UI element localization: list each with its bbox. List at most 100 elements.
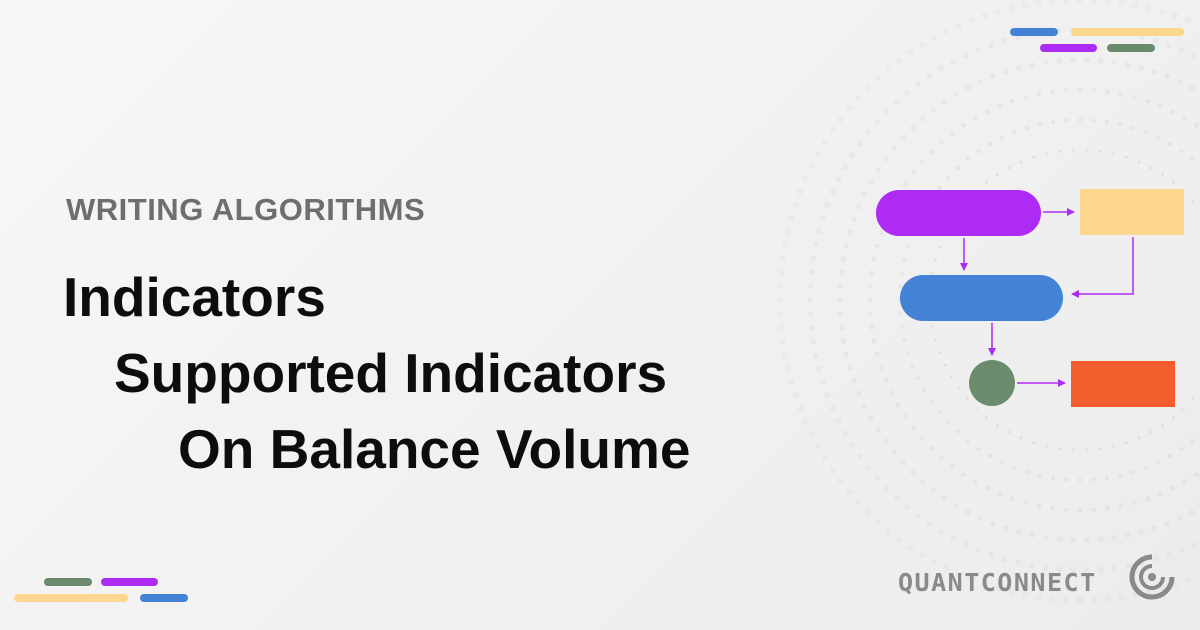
decor-dot: [1145, 588, 1152, 596]
decor-dot: [930, 487, 937, 493]
decor-dot: [1179, 446, 1184, 451]
decor-dot: [1019, 160, 1023, 164]
decor-dot: [874, 518, 882, 525]
decor-dot: [946, 175, 951, 180]
decor-dot: [938, 351, 942, 355]
decor-dot: [814, 442, 822, 450]
decor-dot: [1151, 68, 1157, 75]
decor-dot: [984, 109, 990, 115]
decor-dot: [829, 127, 836, 134]
decor-bar-blue-bottom: [140, 594, 188, 602]
decor-dot: [812, 241, 819, 248]
decor-dot: [1143, 130, 1148, 135]
decor-dot: [909, 125, 916, 131]
decor-dot: [1001, 37, 1008, 44]
decor-dot: [1176, 78, 1183, 85]
decor-dot: [1064, 477, 1069, 482]
decor-dot: [1132, 500, 1137, 506]
decor-dot: [1043, 534, 1049, 541]
decor-dot: [835, 176, 842, 183]
decor-dot: [883, 485, 890, 492]
decor-dot: [1171, 415, 1176, 419]
decor-dot: [871, 256, 877, 262]
decor-dot: [792, 392, 799, 399]
decor-dot: [1036, 91, 1042, 97]
decor-dot: [778, 269, 785, 276]
decor-dot: [1049, 0, 1056, 5]
decor-dot: [843, 351, 849, 358]
decor-dot: [1161, 173, 1165, 177]
decor-dot: [883, 378, 889, 383]
decor-dot: [883, 438, 889, 444]
decor-dot: [1028, 562, 1035, 569]
decor-dot: [988, 42, 995, 48]
decor-dot: [1138, 65, 1144, 71]
flow-node-green: [969, 360, 1015, 406]
decor-dot: [1098, 149, 1102, 153]
flow-node-blue: [900, 275, 1063, 321]
decor-dot: [1178, 547, 1185, 554]
decor-dot: [1085, 148, 1089, 152]
decor-dot: [902, 257, 907, 262]
decor-dot: [997, 491, 1002, 497]
decor-dot: [1156, 135, 1161, 140]
decor-dot: [824, 392, 831, 399]
decor-dot: [919, 159, 925, 164]
decor-dot: [907, 49, 914, 56]
decor-dot: [1194, 123, 1200, 128]
decor-dot: [843, 242, 849, 249]
decor-dot: [874, 75, 882, 82]
decor-dot: [867, 297, 873, 303]
decor-dot: [984, 181, 989, 185]
decor-dot: [911, 169, 916, 175]
decor-dot: [1118, 122, 1123, 127]
decor-dot: [1170, 109, 1176, 115]
decor-dot: [824, 201, 831, 208]
decor-dot: [900, 324, 904, 329]
decor-dot: [953, 502, 959, 509]
decor-dot: [829, 466, 836, 473]
decor-dot: [849, 152, 856, 159]
decor-dot: [1077, 507, 1083, 513]
decor-dot: [1042, 564, 1049, 571]
decor-dot: [878, 230, 884, 235]
decor-dot: [808, 430, 815, 437]
decor-dot: [977, 78, 984, 85]
decor-bar-yellow-top: [1071, 28, 1184, 36]
decor-dot: [1104, 0, 1111, 5]
decor-dot: [999, 460, 1004, 465]
decor-dot: [933, 338, 938, 342]
decor-dot: [955, 22, 962, 29]
decor-bar-blue-top: [1010, 28, 1058, 36]
decor-dot: [865, 464, 872, 471]
decor-dot: [1024, 470, 1029, 474]
decor-dot: [1035, 0, 1042, 7]
decor-dot: [846, 364, 853, 371]
decor-dot: [1037, 473, 1042, 478]
decor-dot: [972, 479, 978, 485]
decor-dot: [829, 188, 836, 195]
decor-dot: [1091, 507, 1097, 512]
decor-dot: [903, 180, 908, 186]
decor-dot: [1015, 559, 1021, 566]
decor-dot: [943, 565, 950, 572]
decor-dot: [1037, 122, 1042, 127]
decor-dot: [938, 65, 944, 72]
decor-dot: [919, 436, 925, 441]
decor-dot: [883, 156, 889, 162]
decor-dot: [1098, 447, 1102, 451]
decor-dot: [1185, 576, 1192, 583]
decor-dot: [1158, 491, 1163, 497]
decor-dot: [898, 311, 903, 316]
decor-dot: [1152, 37, 1159, 44]
decor-dot: [965, 509, 971, 516]
decor-dot: [878, 365, 884, 370]
decor-dot: [1131, 126, 1136, 130]
decor-dot: [837, 297, 843, 303]
decor-dot: [955, 571, 962, 578]
decor-dot: [1032, 441, 1036, 445]
decor-dot: [994, 8, 1002, 15]
decor-dot: [933, 258, 938, 262]
decor-dot: [953, 91, 959, 98]
